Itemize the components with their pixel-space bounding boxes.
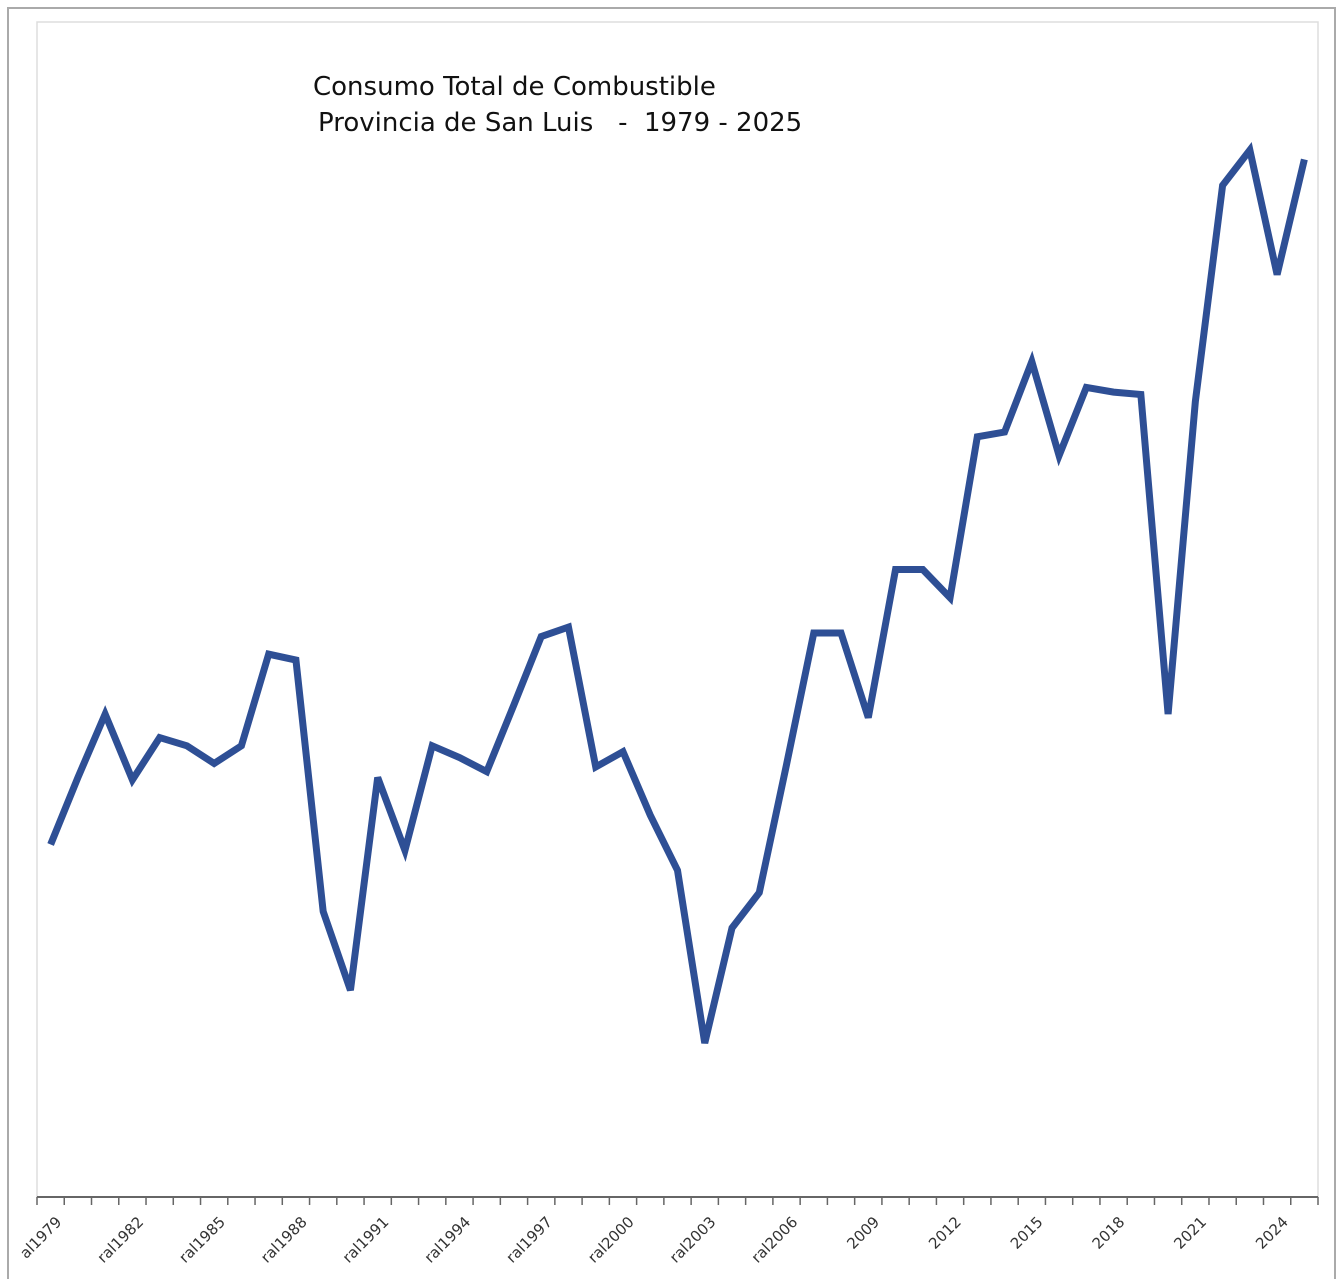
data-line [47, 142, 1308, 1044]
chart-title: Consumo Total de Combustible [313, 72, 716, 102]
chart-frame [7, 7, 1336, 1279]
chart-subtitle: Provincia de San Luis - 1979 - 2025 [318, 108, 802, 138]
